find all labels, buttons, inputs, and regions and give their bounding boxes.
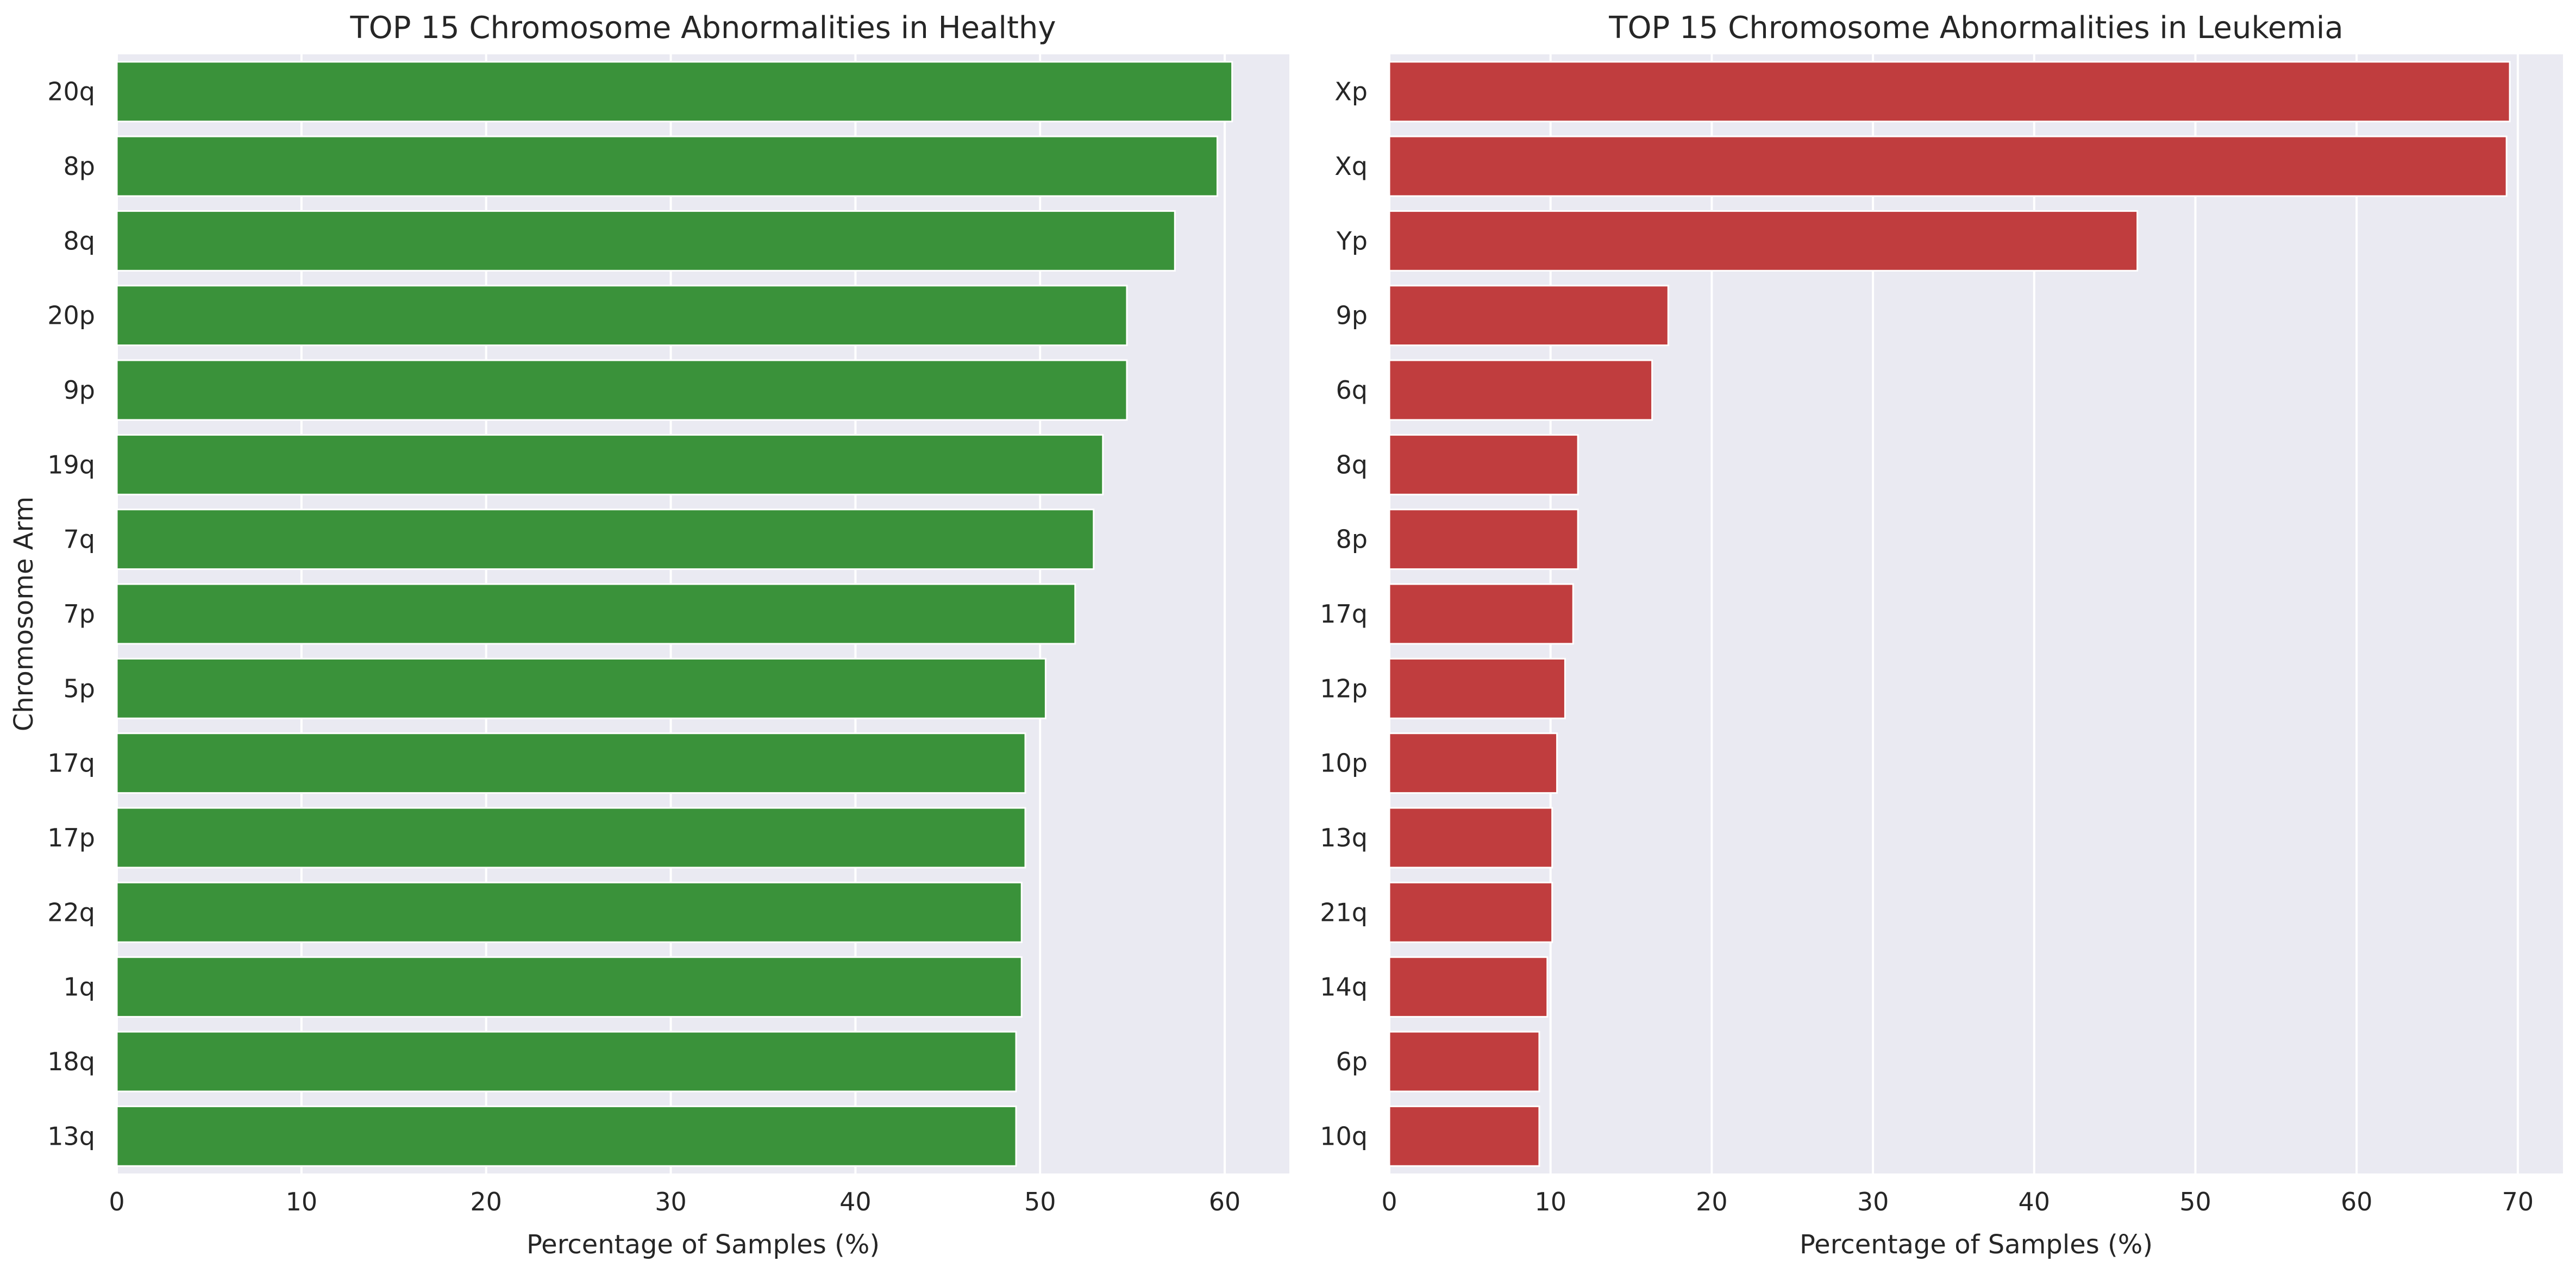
bar-5p — [116, 657, 1046, 719]
x-tick-label: 10 — [286, 1187, 318, 1216]
chart-title: TOP 15 Chromosome Abnormalities in Healt… — [349, 10, 1056, 46]
y-tick-label: Xq — [1334, 152, 1368, 181]
y-tick-label: 17q — [47, 749, 95, 778]
x-tick-label: 20 — [1696, 1187, 1728, 1216]
bar-6p — [1388, 1031, 1540, 1093]
bar-Xp — [1388, 61, 2511, 123]
y-tick-label: 5p — [64, 674, 95, 703]
y-tick-label: 6q — [1336, 375, 1368, 405]
bar-9p — [116, 359, 1128, 421]
y-tick-label: 12p — [1320, 674, 1368, 703]
y-tick-label: 10p — [1320, 749, 1368, 778]
bar-8p — [116, 135, 1218, 197]
y-tick-label: 8q — [1336, 450, 1368, 479]
bar-22q — [116, 881, 1023, 943]
bar-21q — [1388, 881, 1553, 943]
bar-7p — [116, 583, 1076, 645]
chart-title: TOP 15 Chromosome Abnormalities in Leuke… — [1608, 10, 2343, 46]
bar-13q — [1388, 807, 1553, 869]
bar-17q — [1388, 583, 1574, 645]
y-axis-label: Chromosome Arm — [9, 497, 39, 732]
x-tick-label: 10 — [1534, 1187, 1566, 1216]
y-tick-label: 9p — [1336, 301, 1368, 330]
y-tick-label: 8q — [64, 226, 95, 255]
bar-20q — [116, 61, 1233, 123]
x-tick-label: 50 — [1024, 1187, 1056, 1216]
bar-8q — [1388, 434, 1579, 495]
y-tick-label: 7p — [64, 599, 95, 629]
bar-8q — [116, 210, 1176, 272]
x-tick-label: 60 — [2341, 1187, 2373, 1216]
bar-8p — [1388, 509, 1579, 570]
bar-20p — [116, 285, 1128, 347]
x-tick-label: 0 — [1381, 1187, 1397, 1216]
y-tick-label: Xp — [1334, 77, 1368, 106]
leukemia-panel: 0 10 20 30 40 50 60 70 Xp Xq Yp 9p 6q 8q 8p 17q 12p 10p 13… — [1320, 10, 2563, 1260]
y-tick-label: 17q — [1320, 599, 1368, 629]
bar-1q — [116, 956, 1023, 1018]
y-tick-label: Yp — [1336, 226, 1368, 255]
bar-10p — [1388, 732, 1558, 794]
y-tick-label: 21q — [1320, 898, 1368, 927]
bar-17p — [116, 807, 1026, 869]
y-tick-label: 17p — [47, 823, 95, 852]
y-tick-label: 14q — [1320, 972, 1368, 1002]
y-tick-label: 1q — [64, 972, 95, 1002]
bar-Xq — [1388, 135, 2508, 197]
bar-17q — [116, 732, 1026, 794]
bar-10q — [1388, 1105, 1540, 1167]
bar-6q — [1388, 359, 1653, 421]
y-tick-label: 9p — [64, 375, 95, 405]
bar-19q — [116, 434, 1104, 495]
x-tick-label: 60 — [1209, 1187, 1241, 1216]
y-tick-label: 20q — [47, 77, 95, 106]
y-tick-label: 13q — [1320, 823, 1368, 852]
bar-12p — [1388, 657, 1566, 719]
y-tick-label: 8p — [64, 152, 95, 181]
y-tick-label: 10q — [1320, 1121, 1368, 1151]
y-tick-label: 13q — [47, 1121, 95, 1151]
x-tick-label: 40 — [839, 1187, 872, 1216]
y-tick-label: 6p — [1336, 1047, 1368, 1076]
x-axis-label: Percentage of Samples (%) — [1800, 1229, 2153, 1260]
x-tick-label: 30 — [1857, 1187, 1889, 1216]
x-tick-label: 70 — [2502, 1187, 2534, 1216]
bar-9p — [1388, 285, 1669, 347]
bar-18q — [116, 1031, 1017, 1093]
bar-7q — [116, 509, 1095, 570]
y-tick-label: 7q — [64, 525, 95, 554]
x-axis-label: Percentage of Samples (%) — [527, 1229, 880, 1260]
bar-14q — [1388, 956, 1549, 1018]
x-tick-label: 30 — [655, 1187, 687, 1216]
x-tick-label: 40 — [2019, 1187, 2051, 1216]
x-tick-label: 20 — [470, 1187, 502, 1216]
y-tick-label: 20p — [47, 301, 95, 330]
y-tick-label: 18q — [47, 1047, 95, 1076]
y-tick-label: 8p — [1336, 525, 1368, 554]
bar-Yp — [1388, 210, 2139, 272]
bar-13q — [116, 1105, 1017, 1167]
y-tick-label: 19q — [47, 450, 95, 479]
x-tick-label: 50 — [2179, 1187, 2211, 1216]
x-tick-label: 0 — [109, 1187, 124, 1216]
y-tick-label: 22q — [47, 898, 95, 927]
healthy-panel: 0 10 20 30 40 50 60 20q 8p 8q 20p 9p 19q 7q 7p 5p 17q 17p… — [9, 10, 1289, 1260]
